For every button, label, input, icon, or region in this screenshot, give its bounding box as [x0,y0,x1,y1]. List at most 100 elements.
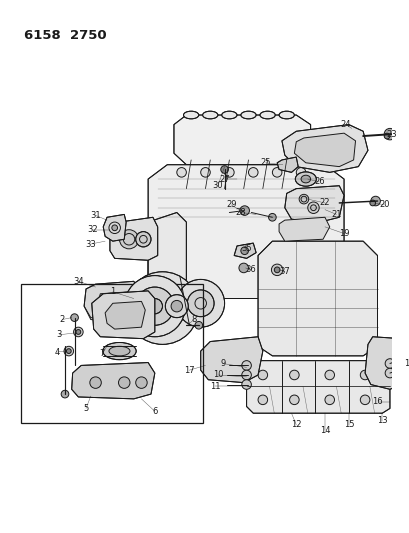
Circle shape [299,195,308,204]
Polygon shape [246,361,389,413]
Circle shape [241,379,251,389]
Text: 30: 30 [212,181,222,190]
Text: 6158  2750: 6158 2750 [24,29,106,42]
Circle shape [268,213,276,221]
Ellipse shape [294,172,316,186]
Circle shape [383,133,389,139]
Circle shape [384,359,394,368]
Circle shape [238,263,248,273]
Circle shape [187,290,213,317]
Text: 11: 11 [209,382,220,391]
Circle shape [112,225,117,231]
Circle shape [274,267,279,273]
Circle shape [360,395,369,405]
Text: 37: 37 [279,267,290,276]
Circle shape [171,301,182,312]
Ellipse shape [221,111,236,119]
Circle shape [271,264,282,276]
Circle shape [76,329,81,334]
Circle shape [220,166,228,173]
Polygon shape [97,292,132,310]
Polygon shape [257,241,377,356]
Circle shape [240,247,248,255]
Ellipse shape [240,111,256,119]
Circle shape [200,167,210,177]
Circle shape [70,314,78,321]
Circle shape [289,370,299,379]
Circle shape [135,377,147,389]
Polygon shape [294,133,355,167]
Polygon shape [284,185,343,222]
Circle shape [64,346,73,356]
Text: 14: 14 [319,426,329,435]
Ellipse shape [279,111,294,119]
Text: 5: 5 [83,404,88,413]
Text: 8: 8 [191,315,196,324]
Polygon shape [200,337,262,383]
Text: 29: 29 [225,200,236,209]
Circle shape [124,276,185,337]
Polygon shape [234,243,256,259]
Circle shape [224,167,234,177]
Circle shape [241,370,251,379]
Circle shape [289,395,299,405]
Text: 27: 27 [219,174,229,183]
Circle shape [73,327,83,337]
Circle shape [195,321,202,329]
Text: 15: 15 [343,420,353,429]
Circle shape [176,279,224,327]
Circle shape [384,368,394,378]
Circle shape [360,370,369,379]
Polygon shape [279,217,329,241]
Text: 19: 19 [338,229,348,238]
Circle shape [248,167,257,177]
Circle shape [176,167,186,177]
Circle shape [119,230,138,249]
Circle shape [257,370,267,379]
Ellipse shape [103,343,136,360]
Text: 1: 1 [110,287,115,296]
Circle shape [61,390,69,398]
Circle shape [126,272,198,344]
Text: 26: 26 [313,177,324,187]
Text: 10: 10 [212,370,222,379]
Circle shape [135,287,173,325]
Polygon shape [148,213,186,289]
Polygon shape [92,291,155,338]
Text: 13: 13 [376,416,387,425]
Text: 32: 32 [87,225,98,234]
Text: 12: 12 [290,420,301,429]
Polygon shape [276,157,297,172]
Text: 23: 23 [386,130,396,139]
Circle shape [272,167,281,177]
Text: 3: 3 [56,330,62,340]
Text: 28: 28 [235,208,245,217]
Text: 35: 35 [240,244,251,253]
Polygon shape [173,115,310,165]
Polygon shape [110,217,157,260]
Text: 2: 2 [59,315,65,324]
Circle shape [241,361,251,370]
Text: 4: 4 [54,348,60,357]
Polygon shape [105,301,145,329]
Polygon shape [364,337,405,389]
Circle shape [135,232,151,247]
Ellipse shape [300,175,310,183]
Circle shape [257,395,267,405]
Ellipse shape [183,111,198,119]
Text: 31: 31 [90,211,101,220]
Text: 7: 7 [99,350,105,359]
Circle shape [239,206,249,215]
Text: 21: 21 [330,210,341,219]
Bar [21,284,202,423]
Ellipse shape [259,111,274,119]
Polygon shape [72,362,155,399]
Ellipse shape [202,111,217,119]
Circle shape [139,285,185,331]
Circle shape [147,298,162,314]
Polygon shape [84,281,141,322]
Text: 36: 36 [245,265,255,274]
Text: 25: 25 [260,158,270,167]
Text: 18: 18 [403,359,409,368]
Circle shape [324,395,334,405]
